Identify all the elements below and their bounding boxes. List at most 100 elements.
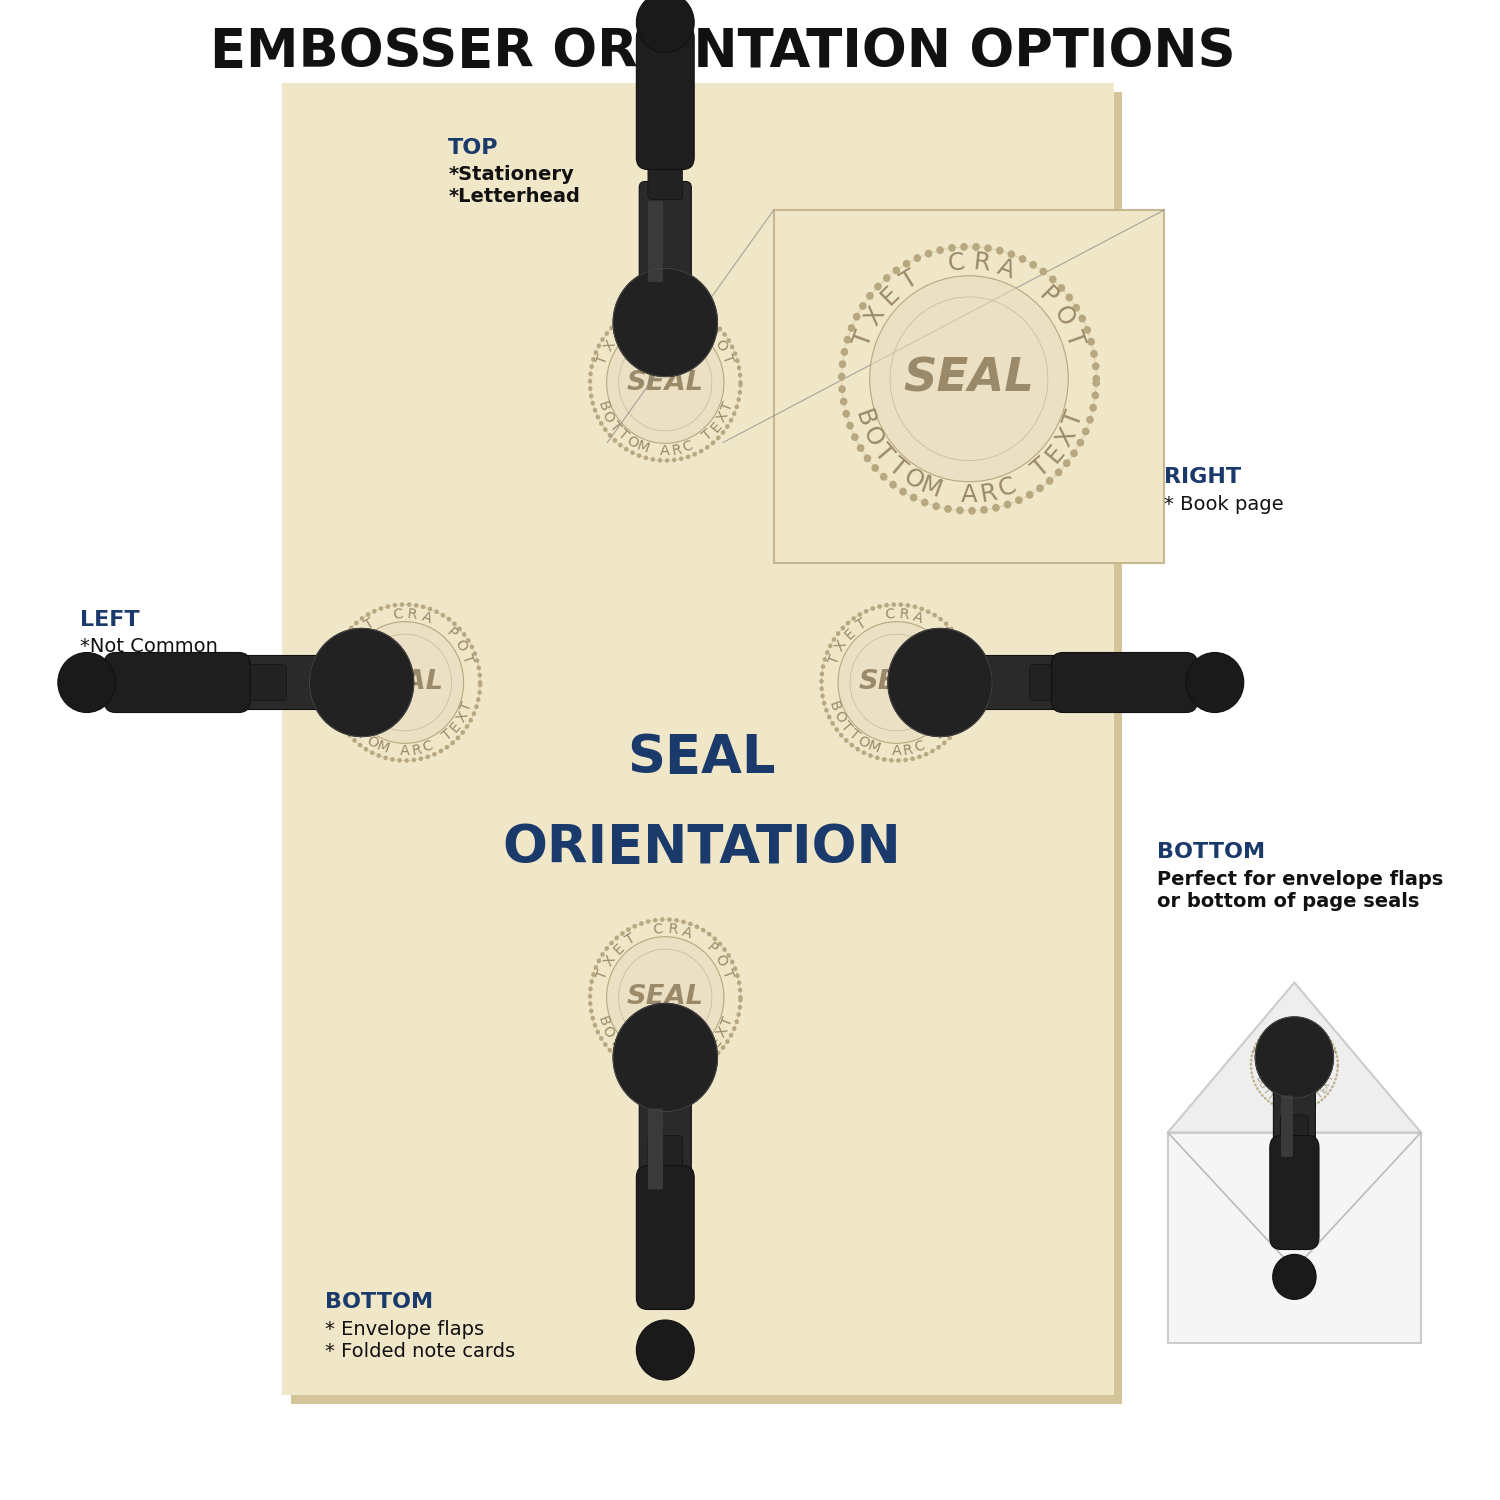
- FancyBboxPatch shape: [104, 652, 250, 712]
- Circle shape: [686, 1070, 690, 1074]
- Circle shape: [590, 393, 594, 399]
- Circle shape: [1251, 1076, 1254, 1078]
- Circle shape: [620, 316, 624, 321]
- Text: E: E: [1041, 440, 1070, 466]
- FancyBboxPatch shape: [648, 1108, 663, 1190]
- Text: A: A: [994, 255, 1017, 284]
- Circle shape: [478, 680, 483, 686]
- Circle shape: [1335, 1077, 1336, 1080]
- Circle shape: [651, 1072, 656, 1077]
- Text: M: M: [916, 472, 945, 502]
- Circle shape: [598, 422, 603, 426]
- Circle shape: [336, 644, 340, 648]
- Circle shape: [969, 674, 974, 678]
- Text: T: T: [606, 419, 622, 435]
- Text: E: E: [842, 626, 858, 642]
- Circle shape: [871, 464, 879, 472]
- Circle shape: [952, 730, 957, 735]
- Text: O: O: [624, 433, 640, 451]
- Text: T: T: [720, 968, 735, 981]
- Circle shape: [736, 398, 741, 402]
- Text: C: C: [681, 438, 694, 456]
- Text: A: A: [680, 309, 694, 326]
- Circle shape: [620, 932, 624, 936]
- Circle shape: [825, 650, 830, 656]
- Circle shape: [660, 302, 664, 307]
- Polygon shape: [1168, 982, 1420, 1132]
- Circle shape: [1040, 267, 1047, 276]
- Circle shape: [840, 398, 848, 405]
- Circle shape: [384, 756, 388, 760]
- FancyBboxPatch shape: [1270, 1136, 1318, 1250]
- Circle shape: [726, 952, 730, 958]
- Circle shape: [966, 705, 970, 710]
- Circle shape: [668, 918, 672, 922]
- Text: R: R: [972, 251, 992, 276]
- Circle shape: [1092, 375, 1100, 382]
- Circle shape: [722, 1046, 726, 1050]
- Circle shape: [615, 321, 620, 326]
- Text: A: A: [1292, 1100, 1298, 1108]
- Text: C: C: [652, 922, 663, 938]
- Circle shape: [452, 621, 456, 626]
- Circle shape: [1328, 1036, 1330, 1038]
- Text: P: P: [704, 326, 720, 342]
- Text: O: O: [855, 734, 871, 752]
- Circle shape: [309, 628, 414, 736]
- Circle shape: [328, 693, 333, 699]
- Text: T: T: [615, 1042, 630, 1059]
- Text: E: E: [708, 419, 724, 435]
- Circle shape: [711, 1056, 716, 1060]
- Text: ORIENTATION: ORIENTATION: [503, 822, 902, 873]
- Text: A: A: [420, 609, 434, 625]
- Circle shape: [1311, 1023, 1314, 1026]
- Circle shape: [441, 614, 446, 618]
- Text: SEAL: SEAL: [627, 732, 776, 783]
- FancyBboxPatch shape: [1168, 1132, 1420, 1342]
- Circle shape: [339, 722, 344, 726]
- FancyBboxPatch shape: [225, 656, 332, 710]
- Circle shape: [1092, 380, 1100, 387]
- Circle shape: [598, 1036, 603, 1041]
- Circle shape: [1306, 1107, 1310, 1108]
- Text: B: B: [827, 699, 843, 712]
- Circle shape: [350, 626, 354, 630]
- Circle shape: [711, 441, 716, 446]
- Text: C: C: [392, 608, 404, 622]
- Circle shape: [1322, 1030, 1324, 1032]
- Text: O: O: [339, 708, 357, 724]
- Circle shape: [819, 687, 824, 692]
- Circle shape: [865, 292, 874, 300]
- Circle shape: [874, 282, 882, 291]
- Circle shape: [390, 758, 394, 762]
- Circle shape: [898, 488, 908, 495]
- Circle shape: [694, 924, 699, 928]
- Circle shape: [819, 680, 824, 684]
- FancyBboxPatch shape: [1274, 1080, 1316, 1166]
- Circle shape: [890, 758, 894, 762]
- Circle shape: [660, 916, 664, 922]
- Text: R: R: [668, 922, 678, 938]
- Circle shape: [686, 454, 690, 459]
- Circle shape: [859, 302, 867, 310]
- Text: O: O: [712, 952, 730, 969]
- Circle shape: [1064, 459, 1071, 466]
- Circle shape: [734, 966, 738, 970]
- Circle shape: [910, 756, 915, 760]
- Circle shape: [688, 921, 693, 927]
- Text: *Stationery
*Letterhead: *Stationery *Letterhead: [448, 165, 580, 206]
- Text: T: T: [1270, 1026, 1280, 1036]
- FancyBboxPatch shape: [1052, 652, 1197, 712]
- Circle shape: [939, 616, 944, 621]
- Circle shape: [327, 680, 332, 684]
- Circle shape: [328, 664, 333, 669]
- Circle shape: [675, 918, 680, 922]
- Circle shape: [626, 927, 630, 932]
- Circle shape: [738, 1005, 742, 1010]
- FancyBboxPatch shape: [774, 210, 1164, 562]
- Circle shape: [360, 616, 364, 621]
- Circle shape: [730, 960, 735, 964]
- Text: T: T: [606, 1034, 622, 1050]
- Text: O: O: [363, 734, 380, 752]
- Circle shape: [1260, 1030, 1328, 1100]
